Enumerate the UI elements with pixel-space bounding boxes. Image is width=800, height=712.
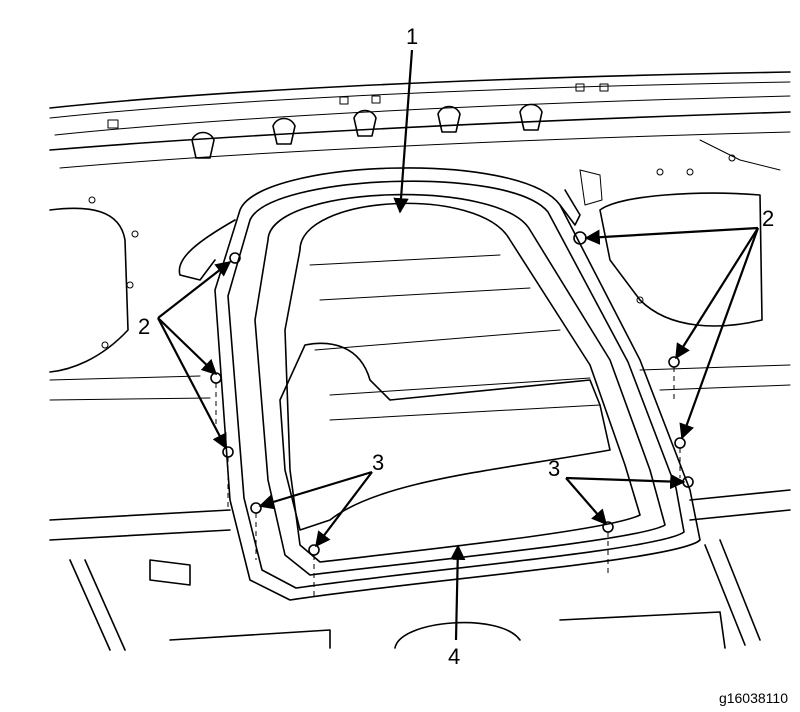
callout-3-right: 3 bbox=[548, 456, 560, 481]
callout-2-right: 2 bbox=[762, 206, 774, 231]
panel-clips bbox=[191, 103, 543, 159]
rear-body-panel bbox=[49, 71, 791, 169]
callout-4: 4 bbox=[448, 644, 460, 669]
callout-2-left: 2 bbox=[138, 314, 150, 339]
trunk-enclosure bbox=[178, 167, 701, 601]
leader-arrows bbox=[157, 49, 760, 641]
callout-1: 1 bbox=[406, 24, 418, 49]
left-side-panel bbox=[49, 196, 211, 401]
fasteners bbox=[210, 231, 694, 600]
callout-3-left: 3 bbox=[372, 450, 384, 475]
right-side-panel bbox=[579, 139, 791, 391]
figure-id: g16038110 bbox=[718, 690, 788, 706]
trunk-floor bbox=[49, 489, 791, 651]
